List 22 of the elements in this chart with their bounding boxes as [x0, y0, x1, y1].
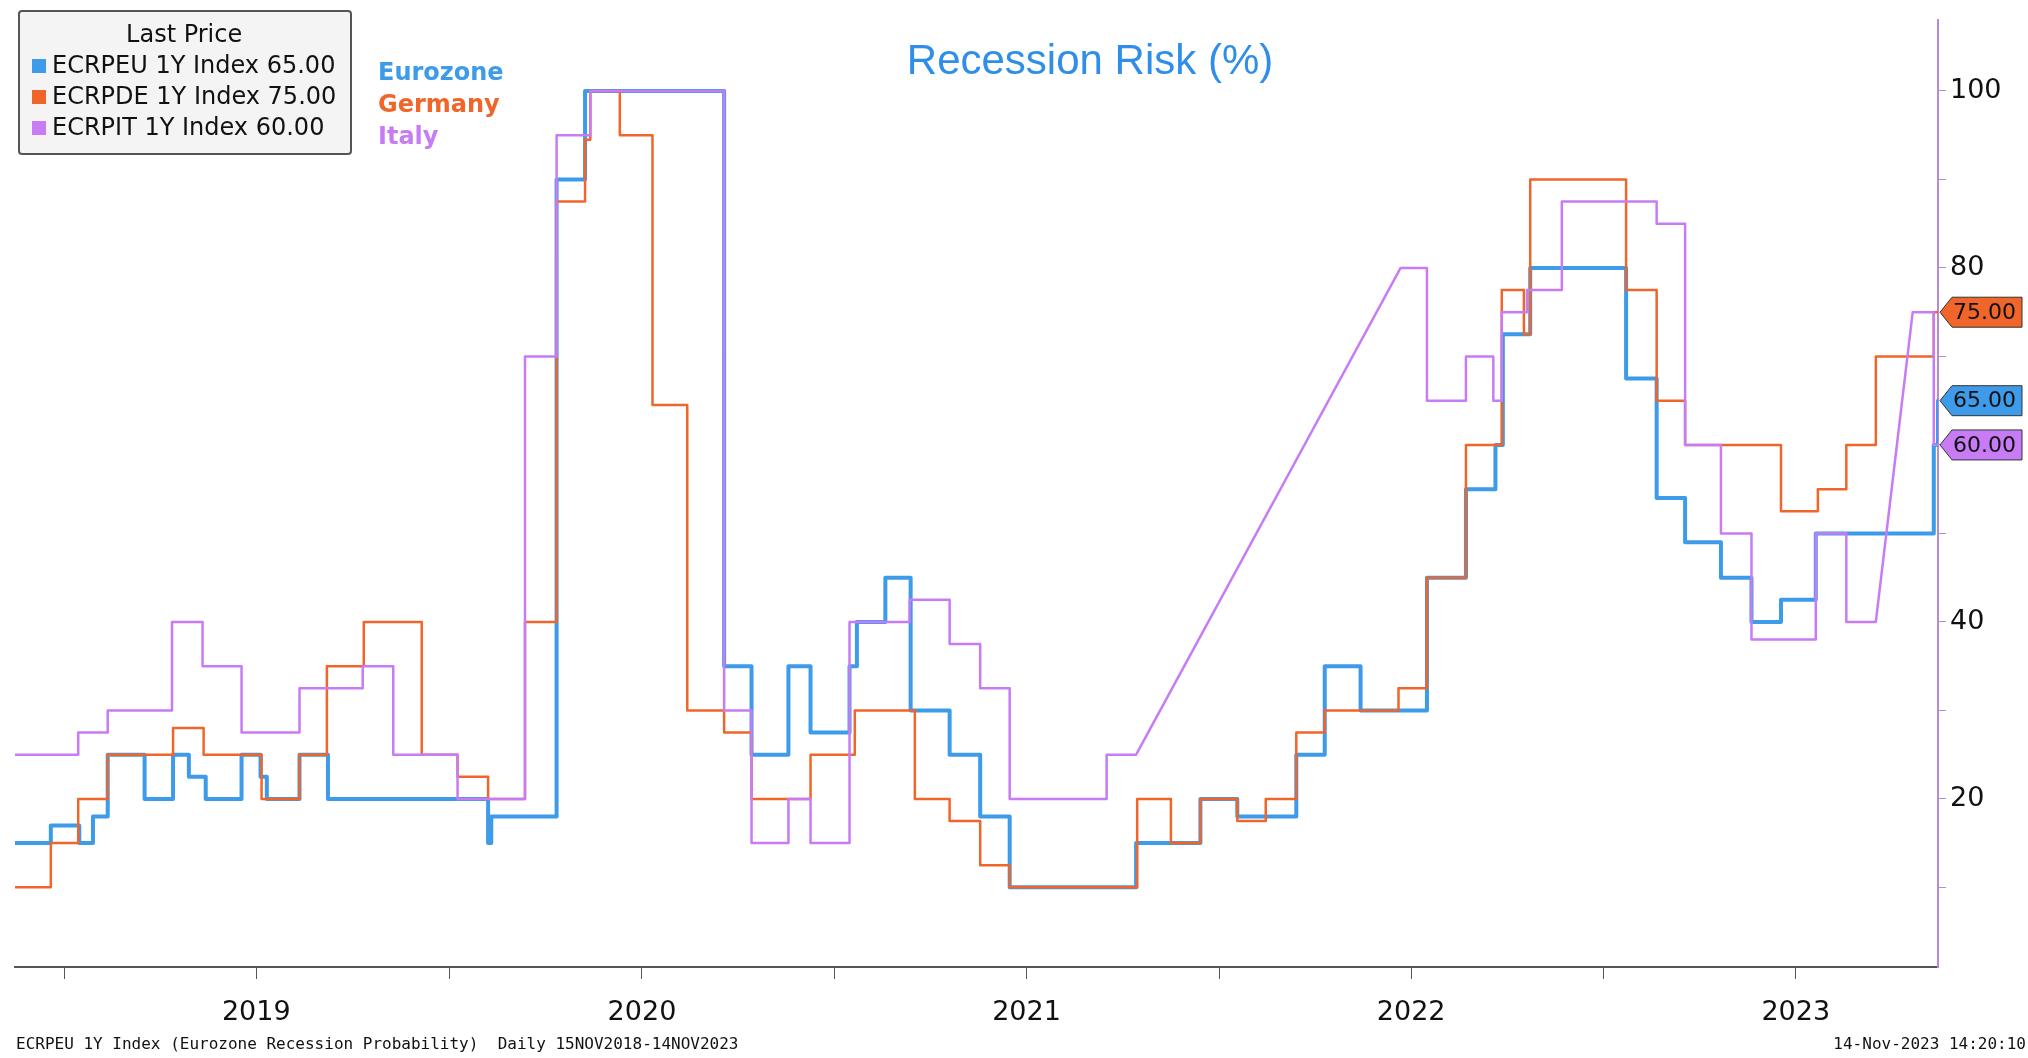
x-tick-label: 2021: [992, 995, 1061, 1027]
text: ECRPEU 1Y Index (Eurozone Recession Probability) Daily 15NOV2018-14NOV2023: [16, 1034, 739, 1054]
x-tick-label: 2022: [1376, 995, 1446, 1027]
x-tick-label: 2020: [607, 995, 677, 1027]
x-tick-label: 2019: [221, 995, 291, 1027]
annotation: Eurozone: [378, 58, 504, 87]
x-tick-label: 2023: [1761, 995, 1831, 1027]
y-tick-label: 40: [1950, 603, 1985, 635]
annotation: Germany: [378, 90, 501, 119]
text: 14-Nov-2023 14:20:10: [1833, 1034, 2026, 1054]
legend-label: ECRPIT 1Y Index 60.00: [52, 112, 325, 143]
annotation: Italy: [378, 122, 439, 151]
annotation: 75.00: [1953, 298, 2016, 324]
y-tick-label: 100: [1950, 73, 2002, 104]
legend-label: ECRPEU 1Y Index 65.00: [52, 50, 336, 81]
annotation: 65.00: [1953, 387, 2016, 413]
legend-label: ECRPDE 1Y Index 75.00: [52, 81, 337, 112]
legend-title: Last Price: [125, 20, 244, 48]
y-tick-label: 80: [1950, 249, 1985, 281]
chart-title: Recession Risk (%): [906, 35, 1274, 83]
annotation: 60.00: [1953, 431, 2016, 457]
y-tick-label: 20: [1950, 780, 1985, 812]
